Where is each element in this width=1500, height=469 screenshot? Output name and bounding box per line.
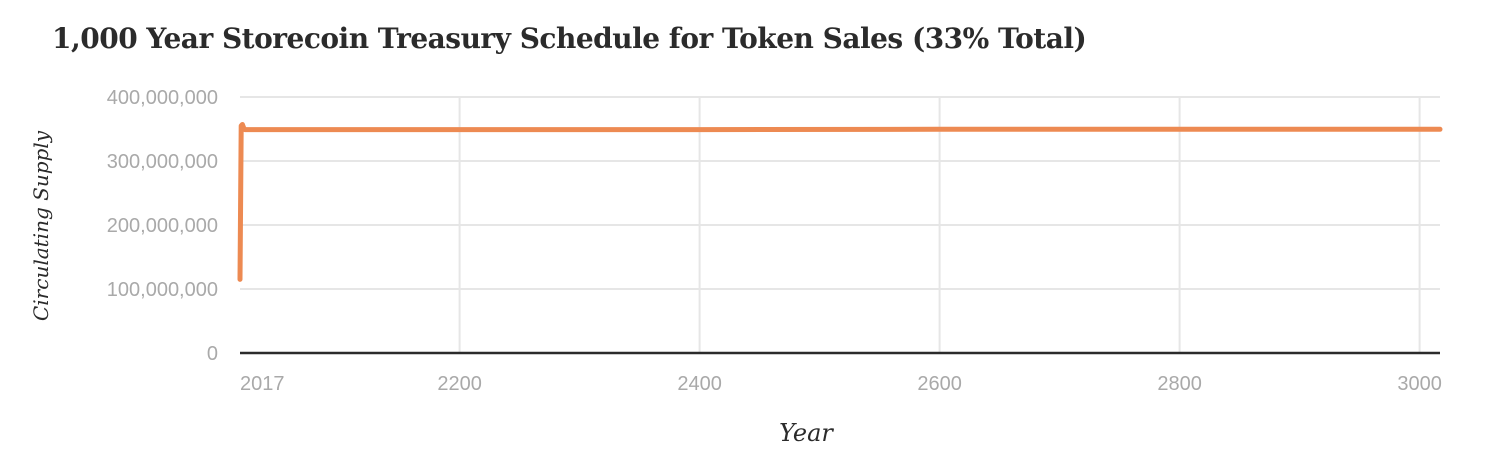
y-axis-label: Circulating Supply (29, 130, 53, 321)
chart-title: 1,000 Year Storecoin Treasury Schedule f… (52, 22, 1087, 55)
x-tick-label: 2200 (437, 373, 482, 395)
x-tick-label: 2400 (677, 373, 722, 395)
x-axis-ticks: 2017 2200 2400 2600 2800 3000 (240, 373, 1442, 395)
y-tick-label: 100,000,000 (107, 279, 218, 301)
x-tick-label: 3000 (1397, 373, 1442, 395)
y-tick-label: 400,000,000 (107, 87, 218, 109)
series-line (237, 122, 1443, 282)
y-tick-label: 200,000,000 (107, 215, 218, 237)
x-axis-label: Year (779, 419, 834, 447)
series-layer (237, 122, 1443, 282)
x-tick-label: 2017 (240, 373, 285, 395)
y-axis-ticks: 0 100,000,000 200,000,000 300,000,000 400,00… (107, 87, 218, 365)
grid-lines (240, 96, 1440, 353)
y-tick-label: 300,000,000 (107, 151, 218, 173)
x-tick-label: 2600 (917, 373, 962, 395)
y-tick-label: 0 (207, 343, 218, 365)
x-tick-label: 2800 (1157, 373, 1202, 395)
